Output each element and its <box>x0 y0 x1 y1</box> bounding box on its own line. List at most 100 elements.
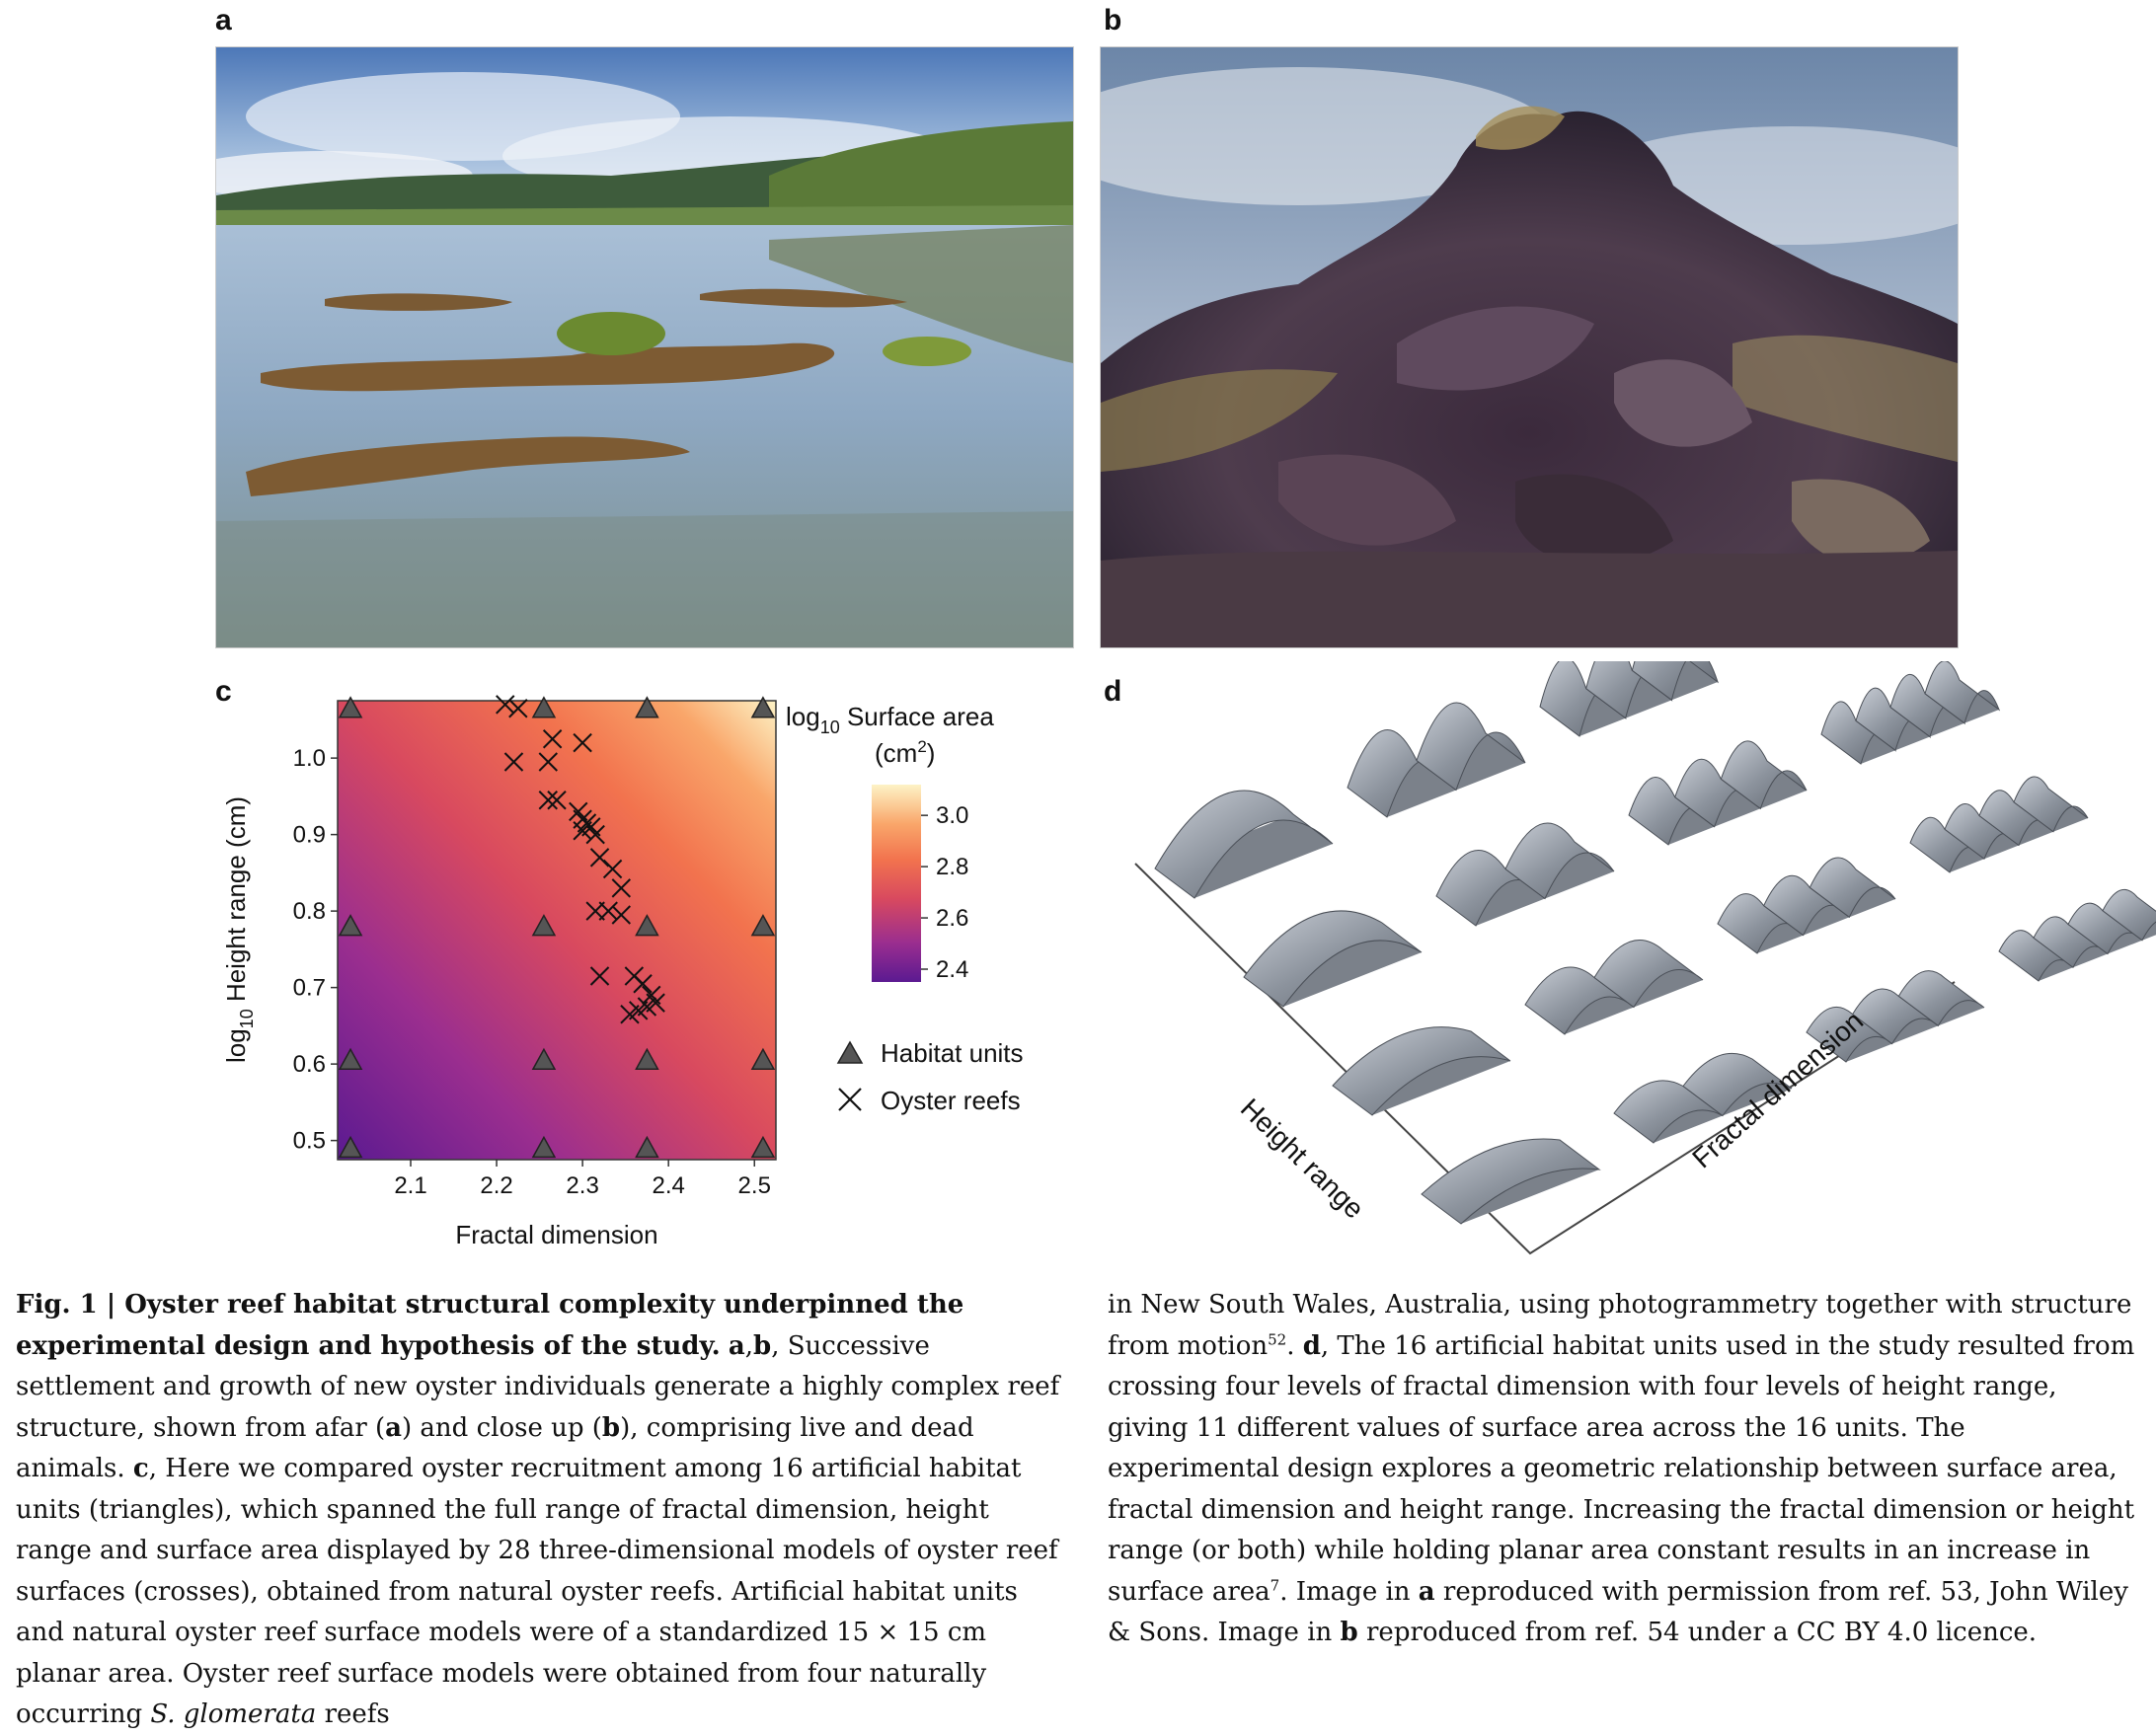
habitat-unit-block <box>1820 660 2001 765</box>
habitat-unit-marker <box>750 1047 776 1070</box>
figure-caption-left: Fig. 1 | Oyster reef habitat structural … <box>16 1285 1062 1736</box>
oyster-reef-marker <box>589 848 610 868</box>
caption-ref: a <box>728 1330 745 1361</box>
caption-ref: b <box>1340 1618 1358 1647</box>
caption-text: , The 16 artificial habitat units used i… <box>1108 1330 2135 1607</box>
estuary-reef-image <box>216 47 1073 647</box>
habitat-unit-marker <box>750 1135 776 1159</box>
caption-text: . <box>1286 1330 1303 1361</box>
habitat-unit-block <box>1332 1026 1511 1116</box>
oyster-reef-marker <box>611 878 632 898</box>
habitat-units-grid: Height range Fractal dimension <box>1134 541 2156 1255</box>
caption-text: . Image in <box>1279 1576 1419 1607</box>
oyster-reef-marker <box>589 966 610 986</box>
y-tick-label: 0.9 <box>293 822 326 849</box>
oyster-reef-marker <box>611 905 632 925</box>
habitat-unit-block <box>1524 940 1704 1035</box>
x-tick-label: 2.4 <box>652 1172 684 1199</box>
oyster-reef-marker <box>598 901 618 921</box>
caption-text: in New South Wales, Australia, using pho… <box>1108 1290 2132 1361</box>
y-axis-label: log10 Height range (cm) <box>221 796 257 1063</box>
axis-label-height-range: Height range <box>1235 1093 1370 1225</box>
habitat-unit-marker <box>750 696 776 718</box>
figure-title: Fig. 1 | Oyster reef habitat structural … <box>16 1290 964 1361</box>
x-tick-label: 2.1 <box>394 1172 426 1199</box>
caption-text: , Successive settlement and growth of ne… <box>16 1330 1060 1443</box>
habitat-unit-block <box>1435 822 1615 927</box>
citation-52: 52 <box>1268 1329 1287 1348</box>
panel-label-d: d <box>1104 675 1122 708</box>
oyster-reef-marker <box>602 859 623 879</box>
figure-caption-right: in New South Wales, Australia, using pho… <box>1108 1285 2144 1654</box>
colorbar-tick-label: 2.6 <box>936 905 968 932</box>
habitat-unit-marker <box>531 1135 557 1159</box>
surface-area-heatmap <box>338 701 776 1160</box>
oyster-reef-marker <box>628 1001 649 1020</box>
y-tick-label: 1.0 <box>293 745 326 772</box>
habitat-unit-marker <box>338 1135 363 1159</box>
habitat-units-3d-illustration: Height range Fractal dimension <box>1086 541 2156 1273</box>
oyster-reef-marker <box>633 974 653 994</box>
plot-frame <box>337 700 777 1161</box>
colorbar-tick-label: 2.4 <box>936 956 968 983</box>
habitat-unit-block <box>1421 1138 1601 1225</box>
colorbar-title-line2: (cm2) <box>875 737 935 768</box>
caption-ref: d <box>1302 1330 1321 1361</box>
habitat-unit-block <box>1613 1052 1793 1144</box>
caption-ref: a <box>1418 1576 1435 1607</box>
oyster-reef-marker <box>538 791 559 810</box>
habitat-unit-marker <box>531 914 557 937</box>
caption-ref: c <box>132 1454 149 1483</box>
species-name: S. glomerata <box>150 1699 317 1729</box>
oyster-reef-marker <box>542 729 563 749</box>
x-tick-label: 2.2 <box>480 1172 512 1199</box>
y-tick-label: 0.8 <box>293 898 326 925</box>
panel-label-b: b <box>1104 4 1122 37</box>
habitat-unit-marker <box>635 1135 659 1159</box>
oyster-closeup-image <box>1101 47 1958 647</box>
habitat-unit-block <box>1347 702 1526 818</box>
panel-label-a: a <box>215 4 232 37</box>
estuary-reef-photo <box>215 46 1074 648</box>
caption-text: reproduced with permission from ref. 53,… <box>1108 1576 2128 1648</box>
caption-text: , <box>744 1330 754 1361</box>
habitat-unit-marker <box>750 914 776 937</box>
oyster-reef-marker <box>496 695 515 715</box>
caption-text: , Here we compared oyster recruitment am… <box>16 1454 1058 1729</box>
oyster-reef-marker <box>573 821 592 841</box>
caption-ref: b <box>601 1412 621 1443</box>
habitat-unit-block <box>1909 776 2089 873</box>
oyster-reef-marker <box>503 752 524 772</box>
habitat-unit-marker <box>635 1047 659 1070</box>
legend-label-habitat-units: Habitat units <box>881 1038 1024 1068</box>
oyster-reef-marker <box>573 732 592 753</box>
oyster-reef-marker <box>585 824 605 845</box>
oyster-reef-marker <box>508 699 528 718</box>
habitat-unit-block <box>1717 857 1896 954</box>
habitat-unit-block <box>1243 910 1423 1008</box>
legend-label-oyster-reefs: Oyster reefs <box>881 1086 1021 1115</box>
habitat-unit-marker <box>635 914 659 937</box>
colorbar-tick-label: 2.8 <box>936 854 968 880</box>
caption-text: reefs <box>316 1699 390 1729</box>
chart-svg: 2.1 2.2 2.3 2.4 2.5 0.5 0.6 0.7 0.8 0.9 1.0 Fract… <box>221 695 1024 1249</box>
x-tick-label: 2.3 <box>566 1172 598 1199</box>
colorbar-title-line1: log10 Surface area <box>786 702 994 737</box>
oyster-reef-marker <box>547 791 567 810</box>
fractal-height-scatter-chart: 2.1 2.2 2.3 2.4 2.5 0.5 0.6 0.7 0.8 0.9 1.0 Fract… <box>215 681 1084 1273</box>
colorbar <box>872 785 921 982</box>
habitat-unit-marker <box>635 696 659 718</box>
panel-label-c: c <box>215 675 232 708</box>
y-tick-label: 0.6 <box>293 1051 326 1078</box>
habitat-unit-block <box>1806 970 1985 1063</box>
x-tick-label: 2.5 <box>738 1172 771 1199</box>
caption-text <box>721 1331 729 1361</box>
caption-text: ) and close up ( <box>402 1412 602 1443</box>
habitat-unit-marker <box>338 696 363 718</box>
habitat-unit-marker <box>531 1047 557 1070</box>
y-tick-label: 0.7 <box>293 975 326 1002</box>
citation-7: 7 <box>1270 1575 1280 1594</box>
habitat-unit-block <box>1998 888 2156 982</box>
caption-text: ), comprising live and dead animals. <box>16 1412 974 1484</box>
habitat-unit-block <box>1539 621 1719 737</box>
